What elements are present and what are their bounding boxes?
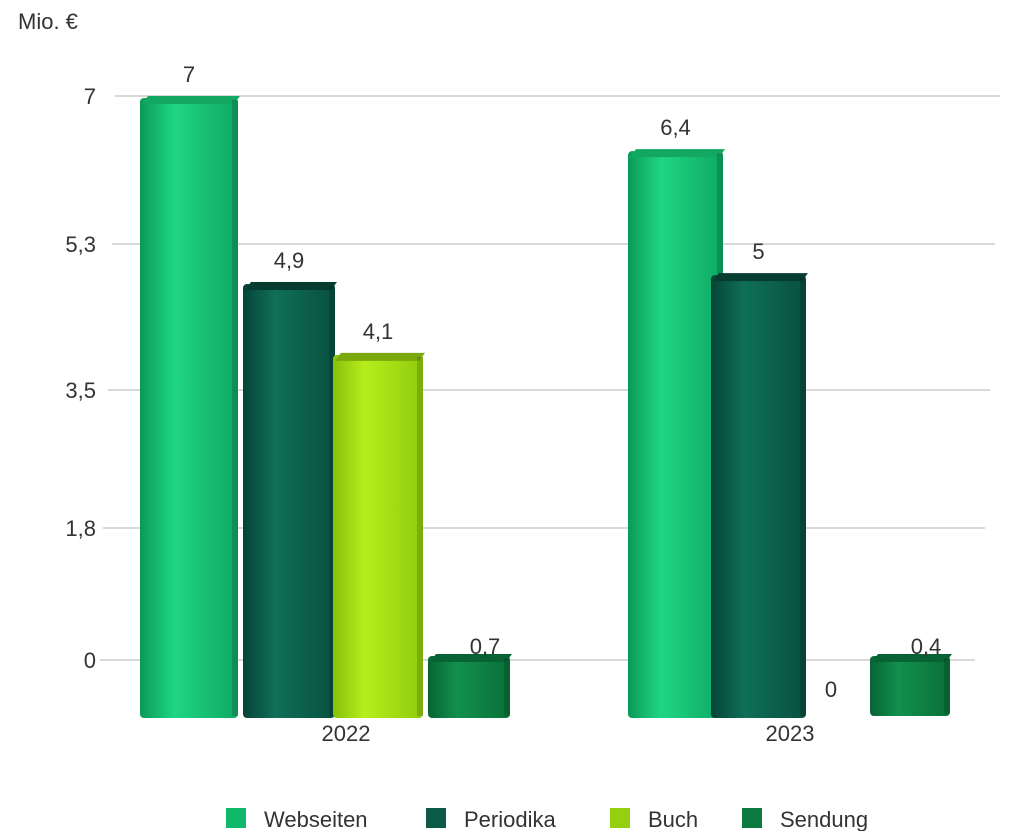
y-tick-label: 7 bbox=[84, 84, 96, 109]
bar-top-face bbox=[142, 96, 240, 104]
x-tick-label: 2022 bbox=[322, 721, 371, 746]
bar-buch-2022 bbox=[333, 354, 423, 718]
y-axis-ticks: 7 5,3 3,5 1,8 0 bbox=[65, 84, 96, 673]
y-tick-label: 1,8 bbox=[65, 516, 96, 541]
bar-side-face bbox=[944, 658, 950, 714]
legend-swatch-sendung bbox=[742, 808, 762, 828]
y-tick-label: 5,3 bbox=[65, 232, 96, 257]
data-label: 5 bbox=[752, 239, 764, 264]
legend-label-buch: Buch bbox=[648, 807, 698, 831]
legend-label-webseiten: Webseiten bbox=[264, 807, 368, 831]
bar-side-face bbox=[232, 100, 238, 716]
bar-side-face bbox=[504, 658, 510, 716]
data-label: 6,4 bbox=[660, 115, 691, 140]
bar-side-face bbox=[329, 286, 335, 716]
bar-top-face bbox=[872, 654, 952, 662]
legend-swatch-buch bbox=[610, 808, 630, 828]
bar-side-face bbox=[800, 277, 806, 716]
bar-periodika-2022 bbox=[243, 284, 335, 718]
bar-top-face bbox=[630, 149, 725, 158]
data-label: 4,9 bbox=[274, 248, 305, 273]
bar-top-face bbox=[245, 282, 337, 290]
bar-webseiten-2022 bbox=[140, 98, 238, 718]
data-labels: 7 4,9 4,1 0,7 6,4 5 0 0,4 bbox=[183, 62, 941, 702]
bars bbox=[140, 96, 952, 719]
bar-webseiten-2023 bbox=[628, 151, 723, 719]
legend-label-periodika: Periodika bbox=[464, 807, 556, 831]
legend: Webseiten Periodika Buch Sendung bbox=[226, 807, 868, 831]
y-tick-label: 3,5 bbox=[65, 378, 96, 403]
legend-swatch-periodika bbox=[426, 808, 446, 828]
data-label: 7 bbox=[183, 62, 195, 87]
bar-sendung-2022 bbox=[428, 656, 510, 718]
data-label: 0 bbox=[825, 677, 837, 702]
bar-top-face bbox=[430, 654, 512, 662]
y-axis-unit-label: Mio. € bbox=[18, 9, 78, 34]
x-tick-label: 2023 bbox=[766, 721, 815, 746]
data-label: 4,1 bbox=[363, 319, 394, 344]
data-label: 0,7 bbox=[470, 634, 501, 659]
legend-swatch-webseiten bbox=[226, 808, 246, 828]
data-label: 0,4 bbox=[911, 634, 942, 659]
bar-periodika-2023 bbox=[711, 275, 806, 718]
bar-top-face bbox=[713, 273, 808, 282]
x-axis-ticks: 2022 2023 bbox=[322, 721, 815, 746]
bar-sendung-2023 bbox=[870, 656, 950, 716]
bar-top-face bbox=[335, 352, 425, 361]
bar-side-face bbox=[417, 356, 423, 716]
y-tick-label: 0 bbox=[84, 648, 96, 673]
legend-label-sendung: Sendung bbox=[780, 807, 868, 831]
